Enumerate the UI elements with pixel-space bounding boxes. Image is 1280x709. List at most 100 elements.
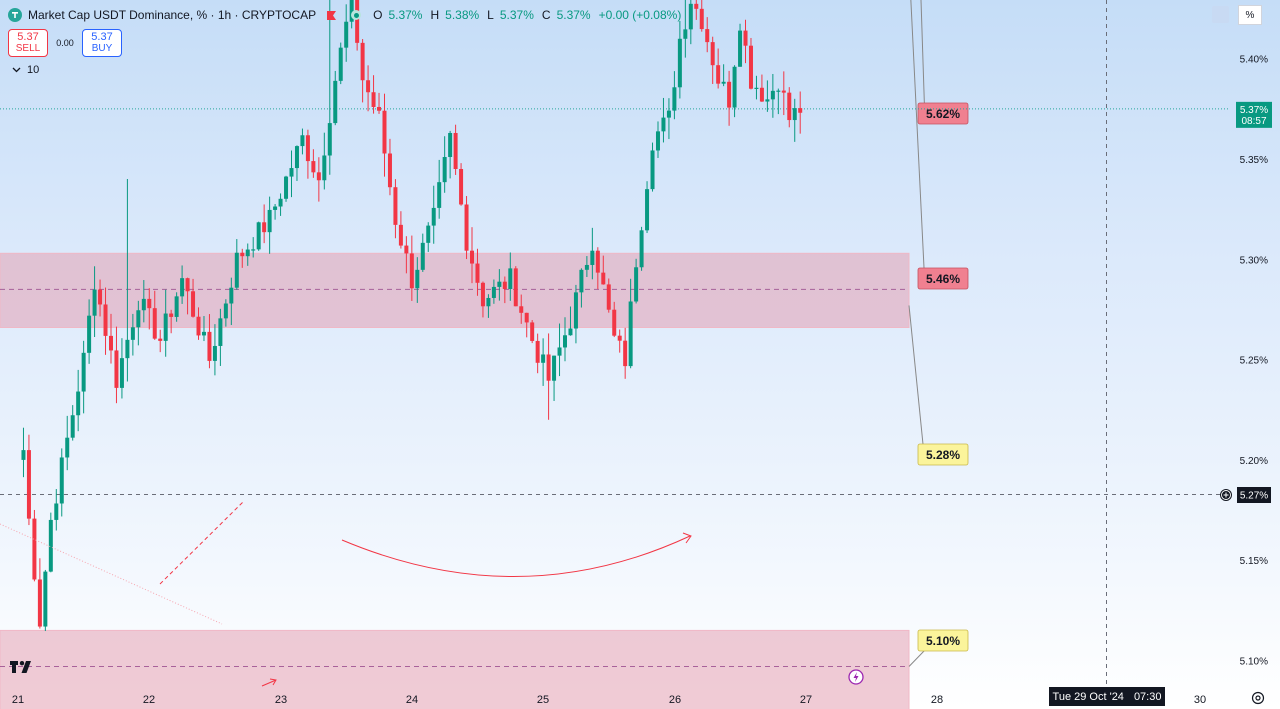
candle-body <box>634 267 639 302</box>
x-tick-label: 26 <box>669 694 681 706</box>
candle-body <box>409 253 414 289</box>
x-tick-label: 28 <box>931 694 943 706</box>
candle-body <box>251 249 256 251</box>
candle-body <box>289 168 294 177</box>
ohlc-high-key: H <box>430 8 440 22</box>
buy-button[interactable]: 5.37 BUY <box>82 29 122 57</box>
indicators-count: 10 <box>27 64 40 76</box>
candle-body <box>377 106 382 111</box>
candle-body <box>387 153 392 188</box>
candle-body <box>759 87 764 102</box>
tradingview-logo-icon[interactable] <box>10 660 34 678</box>
y-tick-label: 5.40% <box>1240 55 1268 66</box>
zone-box <box>0 629 910 709</box>
candle-body <box>442 157 447 183</box>
candle-body <box>300 135 305 147</box>
sell-button[interactable]: 5.37 SELL <box>8 29 48 57</box>
last-price-label: 5.37% <box>1240 105 1268 116</box>
candle-body <box>502 281 507 289</box>
candle-body <box>81 352 86 392</box>
candle-body <box>666 110 671 118</box>
y-tick-label: 5.30% <box>1240 255 1268 266</box>
candle-body <box>125 339 130 359</box>
y-tick-label: 5.20% <box>1240 456 1268 467</box>
flash-icon[interactable] <box>848 669 864 685</box>
candle-body <box>524 312 529 323</box>
x-tick-label: 23 <box>275 694 287 706</box>
gear-icon[interactable] <box>1250 690 1266 706</box>
symbol-legend: Market Cap USDT Dominance, % · 1h · CRYP… <box>8 6 683 24</box>
x-tick-label: 27 <box>800 694 812 706</box>
candle-body <box>546 354 551 381</box>
symbol-title[interactable]: Market Cap USDT Dominance, % · 1h · CRYP… <box>28 8 317 22</box>
zone-label-pointer <box>910 0 926 289</box>
candle-body <box>535 340 540 363</box>
crosshair-price-label: 5.27% <box>1240 491 1268 502</box>
candle-body <box>163 313 168 341</box>
candle-body <box>459 168 464 205</box>
sell-label: SELL <box>15 43 41 54</box>
candle-body <box>431 207 436 226</box>
candle-body <box>798 108 803 113</box>
tether-logo-icon <box>8 8 22 22</box>
candle-body <box>191 291 196 317</box>
zone-label-pointer <box>908 649 926 667</box>
candle-body <box>710 42 715 66</box>
candle-body <box>92 289 97 316</box>
candle-body <box>573 292 578 329</box>
candle-body <box>606 284 611 310</box>
candle-body <box>688 3 693 30</box>
candle-body <box>612 309 617 336</box>
candle-body <box>371 92 376 107</box>
candle-body <box>748 45 753 89</box>
candle-body <box>792 108 797 121</box>
candle-body <box>475 263 480 283</box>
zone-label: 5.62% <box>926 107 960 121</box>
candle-body <box>311 161 316 173</box>
trade-panel: 5.37 SELL 0.00 5.37 BUY <box>8 29 122 57</box>
candle-body <box>770 90 775 100</box>
candle-body <box>672 87 677 111</box>
market-status-icon[interactable] <box>351 10 362 20</box>
y-tick-label: 5.35% <box>1240 155 1268 166</box>
spread-value: 0.00 <box>56 38 74 48</box>
candle-body <box>617 335 622 341</box>
candle-body <box>398 224 403 246</box>
candle-body <box>174 296 179 317</box>
candle-body <box>426 225 431 243</box>
candle-body <box>43 571 48 627</box>
candle-body <box>201 331 206 336</box>
candle-body <box>683 29 688 39</box>
percent-scale-button[interactable]: % <box>1238 5 1262 25</box>
candle-body <box>322 155 327 181</box>
zone-label-pointer <box>908 305 926 465</box>
candle-body <box>448 132 453 158</box>
zone-label-box <box>917 267 969 290</box>
candle-body <box>65 437 70 458</box>
countdown-label: 08:57 <box>1241 116 1266 127</box>
candle-body <box>584 264 589 270</box>
candle-body <box>732 66 737 108</box>
candle-body <box>470 250 475 264</box>
candle-body <box>130 327 135 340</box>
ohlc-low-value: 5.37% <box>499 8 534 22</box>
zone-label-box <box>917 443 969 466</box>
crosshair-time: 07:30 <box>1133 690 1162 703</box>
candle-body <box>21 450 26 460</box>
candle-body <box>262 222 267 233</box>
candle-body <box>661 117 666 132</box>
add-alert-plus-icon[interactable] <box>1219 488 1233 502</box>
candle-body <box>453 132 458 169</box>
candle-body <box>344 21 349 48</box>
candle-body <box>256 222 261 250</box>
x-tick-label: 30 <box>1194 694 1206 706</box>
indicators-toggle[interactable]: 10 <box>12 64 39 76</box>
candle-body <box>360 42 365 81</box>
candle-body <box>32 518 37 580</box>
ohlc-open-key: O <box>373 8 383 22</box>
last-price-box <box>1236 101 1272 128</box>
candle-body <box>59 457 64 504</box>
flag-icon[interactable] <box>326 10 337 21</box>
scale-mode-icon[interactable] <box>1212 6 1229 23</box>
